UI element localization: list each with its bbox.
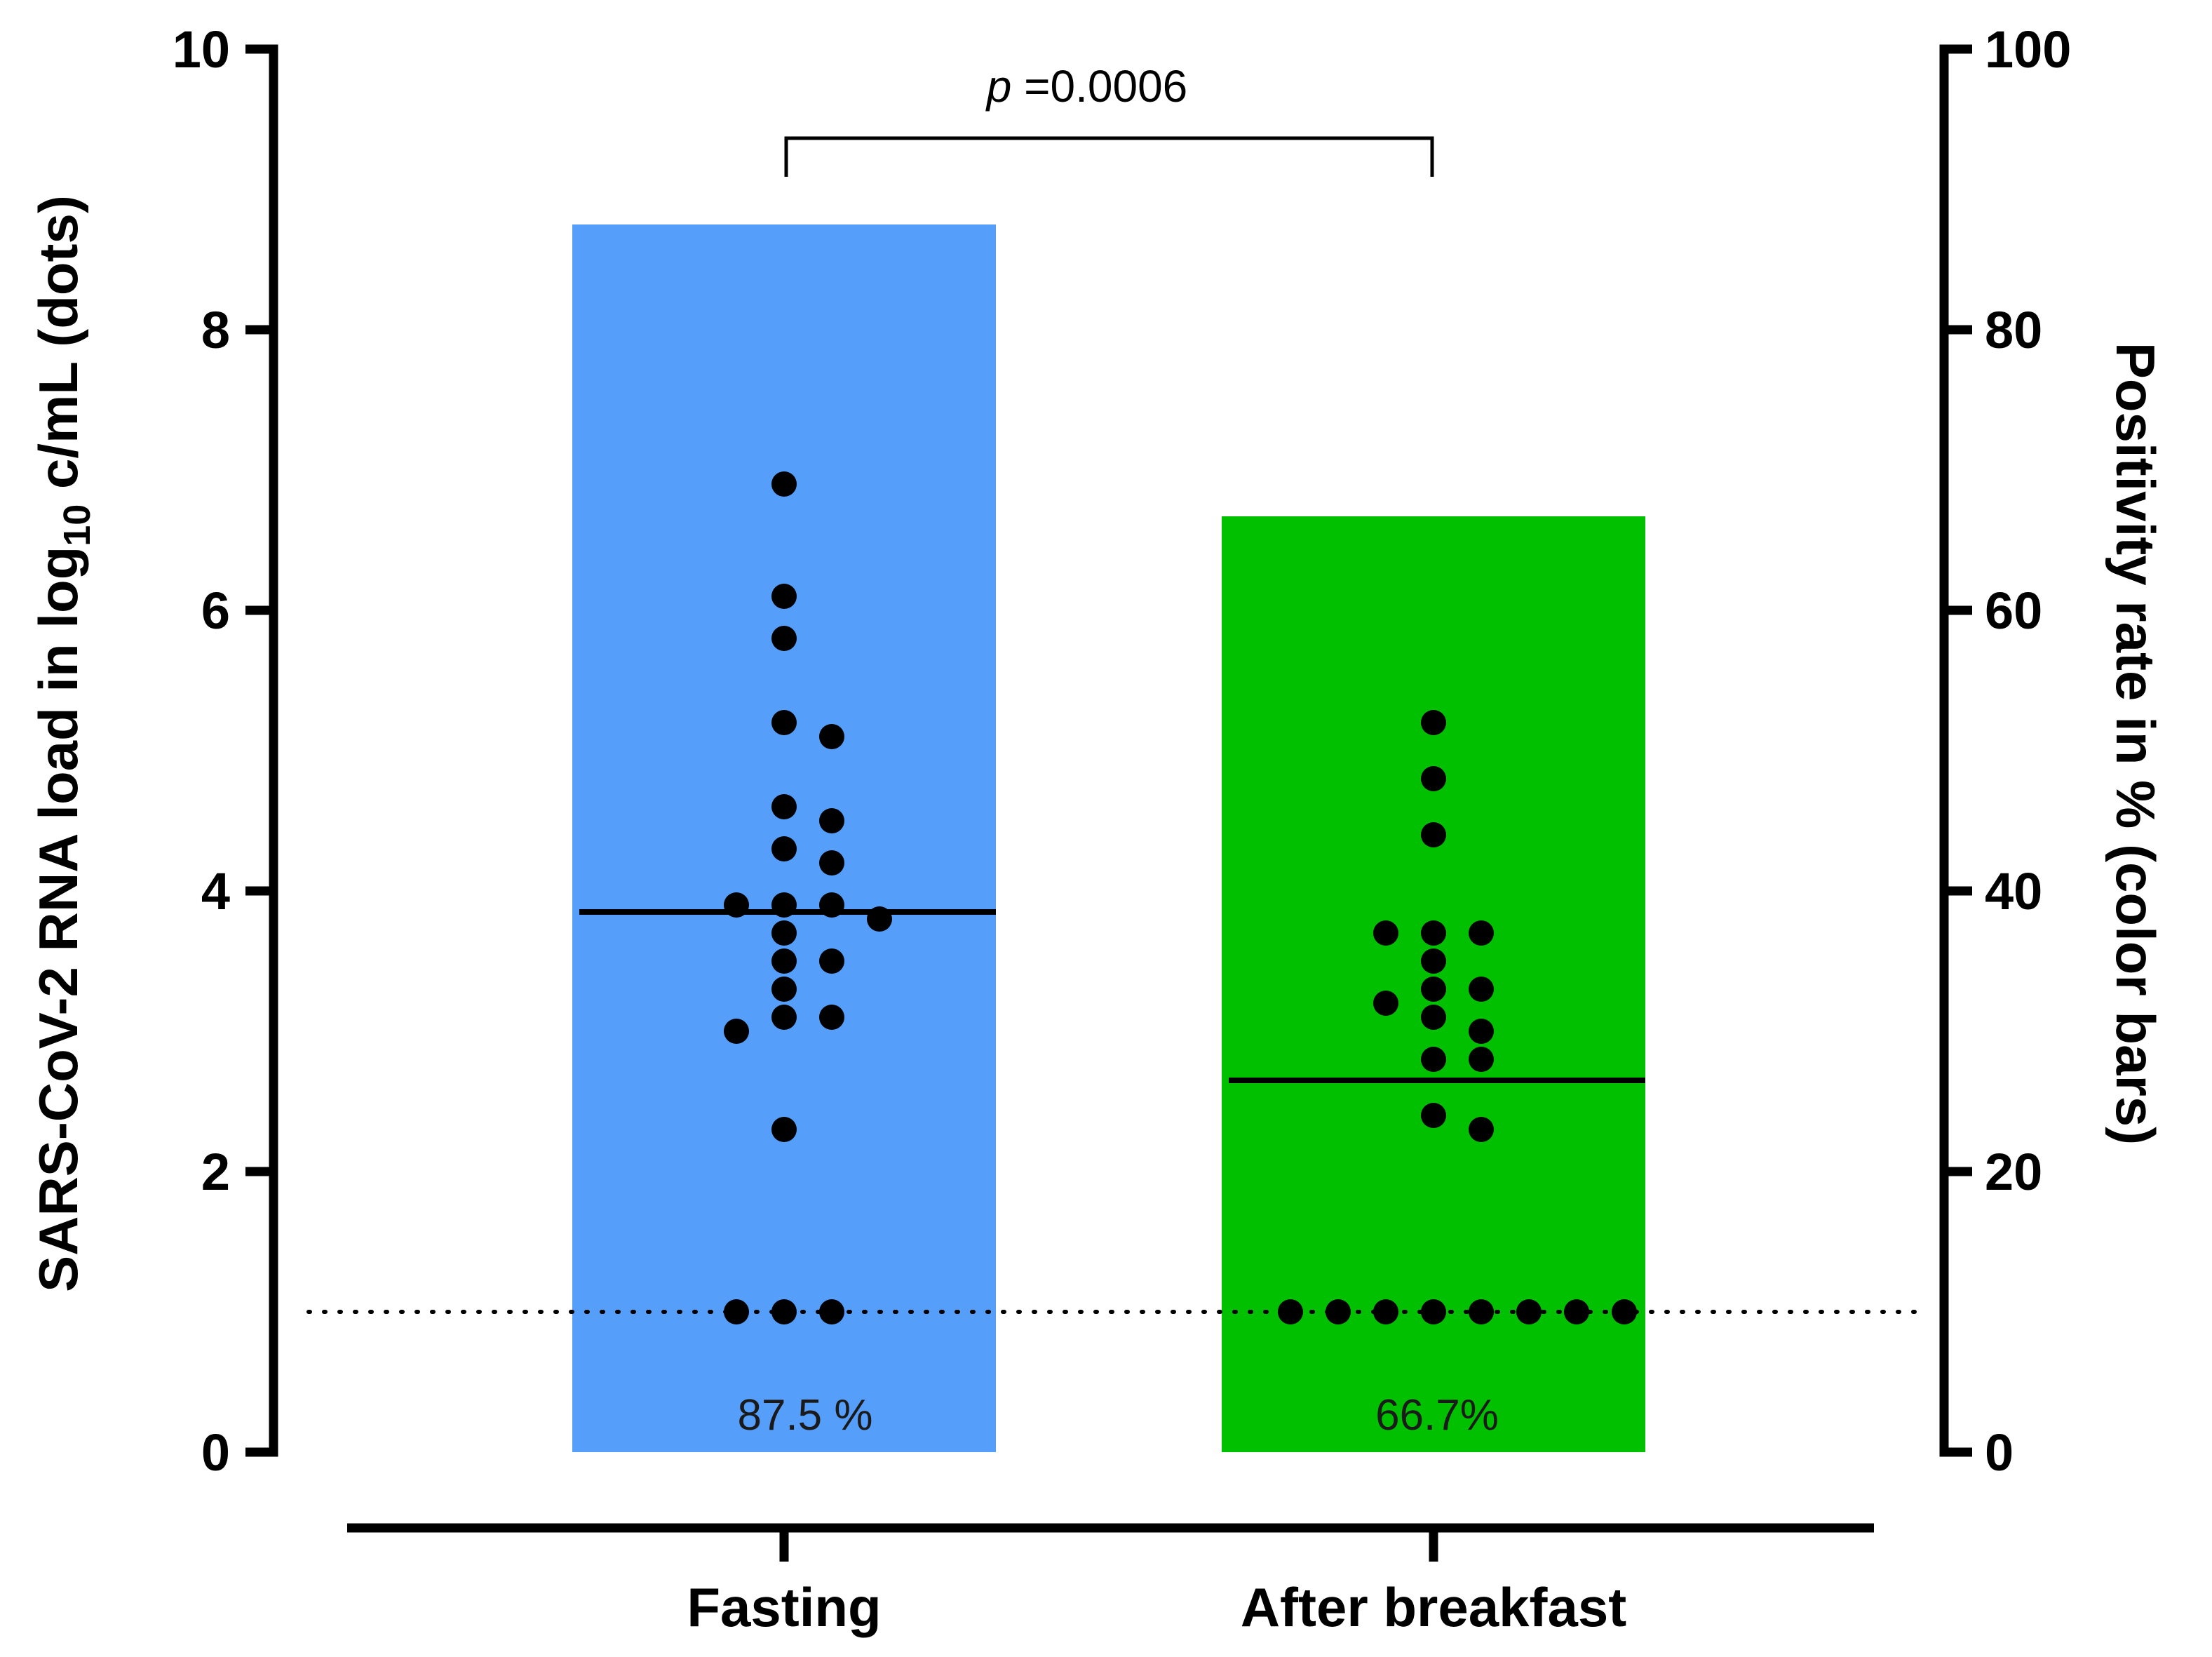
rna-load-dot xyxy=(771,1299,797,1324)
left-axis-title-prefix: SARS-CoV-2 RNA load in log xyxy=(27,546,89,1292)
right-axis-tick-label: 20 xyxy=(1985,1143,2042,1201)
rna-load-dot xyxy=(1421,1103,1446,1128)
rna-load-dot xyxy=(724,1019,749,1044)
left-axis-title-subscript: 10 xyxy=(56,504,98,546)
p-value-text: =0.0006 xyxy=(1011,61,1187,112)
rna-load-dot xyxy=(1421,977,1446,1002)
rna-load-dot xyxy=(1421,710,1446,735)
left-axis-title: SARS-CoV-2 RNA load in log10 c/mL (dots) xyxy=(27,195,98,1292)
rna-load-dot xyxy=(771,920,797,946)
rna-load-dot xyxy=(819,1005,844,1030)
rna-load-dot xyxy=(1278,1299,1303,1324)
bar-value-label-0: 87.5 % xyxy=(737,1391,872,1440)
right-axis-tick-label: 100 xyxy=(1985,20,2071,79)
rna-load-dot xyxy=(819,724,844,749)
rna-load-dot xyxy=(1564,1299,1589,1324)
dots-layer xyxy=(306,471,1927,1324)
left-axis-tick-label: 10 xyxy=(173,20,230,79)
rna-load-dot xyxy=(1469,977,1494,1002)
rna-load-dot xyxy=(771,977,797,1002)
rna-load-dot xyxy=(819,808,844,833)
rna-load-dot xyxy=(771,584,797,609)
right-axis-tick-label: 60 xyxy=(1985,582,2042,640)
rna-load-dot xyxy=(771,471,797,497)
x-axis-category-label: After breakfast xyxy=(1241,1576,1627,1638)
rna-load-dot xyxy=(819,850,844,876)
rna-load-dot xyxy=(1421,822,1446,847)
left-axis-tick-label: 6 xyxy=(201,582,230,640)
rna-load-dot xyxy=(1469,920,1494,946)
rna-load-dot xyxy=(1469,1019,1494,1044)
rna-load-dot xyxy=(771,626,797,651)
rna-load-dot xyxy=(1421,766,1446,791)
labels-layer: SARS-CoV-2 RNA load in log10 c/mL (dots)… xyxy=(27,61,2166,1292)
rna-load-dot xyxy=(1469,1117,1494,1142)
right-axis-tick-label: 0 xyxy=(1985,1423,2014,1482)
rna-load-dot xyxy=(771,794,797,819)
rna-load-dot xyxy=(1326,1299,1351,1324)
rna-load-dot xyxy=(724,1299,749,1324)
rna-load-dot xyxy=(771,836,797,861)
p-symbol: p xyxy=(985,61,1012,112)
left-axis-tick-label: 8 xyxy=(201,301,230,359)
left-axis-tick-label: 0 xyxy=(201,1423,230,1482)
left-axis-title-suffix: c/mL (dots) xyxy=(27,195,89,504)
left-axis-tick-label: 2 xyxy=(201,1143,230,1201)
rna-load-dot xyxy=(1421,1005,1446,1030)
rna-load-dot xyxy=(1421,948,1446,974)
rna-load-dot xyxy=(1421,920,1446,946)
right-axis-tick-label: 40 xyxy=(1985,862,2042,920)
rna-load-dot xyxy=(819,948,844,974)
rna-load-dot xyxy=(819,1299,844,1324)
rna-load-dot xyxy=(1421,1299,1446,1324)
right-axis-tick-label: 80 xyxy=(1985,301,2042,359)
p-value-annotation: p =0.0006 xyxy=(985,61,1188,112)
rna-load-dot xyxy=(1373,920,1398,946)
significance-bracket xyxy=(784,136,1434,177)
rna-load-dot xyxy=(771,710,797,735)
rna-load-dot xyxy=(1612,1299,1637,1324)
rna-load-dot xyxy=(771,948,797,974)
left-axis-tick-label: 4 xyxy=(201,862,230,920)
rna-load-dot xyxy=(1516,1299,1542,1324)
right-axis-title: Positivity rate in % (color bars) xyxy=(2105,342,2166,1145)
x-axis-category-label: Fasting xyxy=(687,1576,881,1638)
rna-load-dot xyxy=(1469,1047,1494,1072)
rna-load-dot xyxy=(1373,991,1398,1016)
bar-value-label-1: 66.7% xyxy=(1375,1391,1499,1440)
bars-layer: 87.5 % 66.7% xyxy=(572,224,1645,1452)
rna-load-dot xyxy=(1469,1299,1494,1324)
rna-load-dot xyxy=(1373,1299,1398,1324)
rna-load-dot xyxy=(1421,1047,1446,1072)
rna-load-dot xyxy=(771,1117,797,1142)
rna-load-dot xyxy=(771,1005,797,1030)
